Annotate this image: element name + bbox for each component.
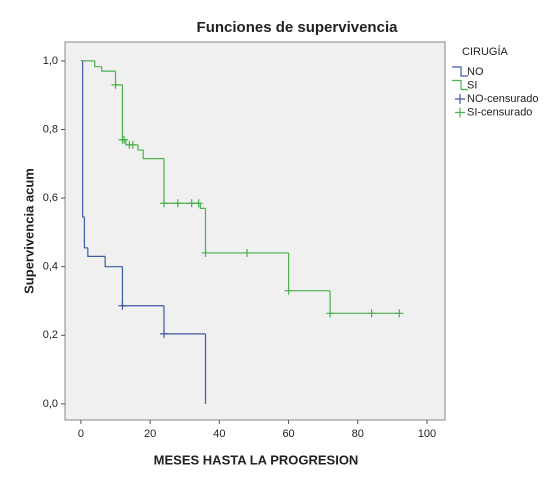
legend-swatch [455, 94, 465, 104]
survival-step [83, 216, 88, 249]
censor-mark [159, 329, 168, 338]
y-tick-label: 0,4 [43, 261, 58, 273]
y-axis-label: Supervivencia acum [21, 168, 36, 294]
censor-mark [173, 199, 182, 208]
legend-label: SI-censurado [467, 106, 532, 118]
survival-step [82, 60, 85, 218]
x-tick-label: 20 [144, 428, 156, 440]
legend-title: CIRUGÍA [462, 45, 509, 58]
censor-mark [120, 135, 129, 144]
survival-step [199, 203, 206, 209]
y-tick-label: 0,2 [43, 329, 58, 341]
x-tick-label: 0 [78, 428, 84, 440]
survival-step [137, 144, 144, 151]
legend-swatch [455, 107, 465, 118]
plot-area [64, 41, 446, 421]
y-tick-label: 0,6 [43, 192, 58, 204]
censor-mark [395, 309, 404, 318]
censor-mark [194, 199, 203, 208]
legend-label: NO-censurado [467, 93, 539, 105]
survival-step [94, 60, 102, 68]
x-tick-label: 80 [352, 428, 364, 440]
censor-mark [118, 301, 127, 310]
x-tick-label: 40 [213, 428, 225, 440]
survival-step [142, 150, 164, 160]
survival-step [104, 256, 123, 268]
censor-mark [128, 140, 137, 149]
legend-label: NO [467, 66, 484, 78]
censor-mark [187, 199, 196, 208]
legend-label: SI [467, 79, 477, 91]
censor-mark [284, 286, 293, 295]
survival-step [101, 66, 116, 72]
censor-mark [111, 80, 120, 89]
legend-swatch [452, 79, 468, 91]
x-axis-label: MESES HASTA LA PROGRESION [154, 452, 359, 467]
legend-swatch [452, 66, 468, 77]
survival-step [87, 247, 106, 257]
y-tick-label: 0,8 [43, 123, 58, 135]
censor-mark [367, 309, 376, 318]
censor-mark [243, 248, 252, 257]
censor-mark [159, 199, 168, 208]
x-tick-label: 100 [418, 428, 436, 440]
y-tick-label: 1,0 [43, 55, 58, 67]
censor-mark [326, 309, 335, 318]
censor-mark [201, 248, 210, 257]
chart-title: Funciones de supervivencia [197, 19, 399, 36]
x-tick-label: 60 [282, 428, 294, 440]
y-tick-label: 0,0 [43, 398, 58, 410]
